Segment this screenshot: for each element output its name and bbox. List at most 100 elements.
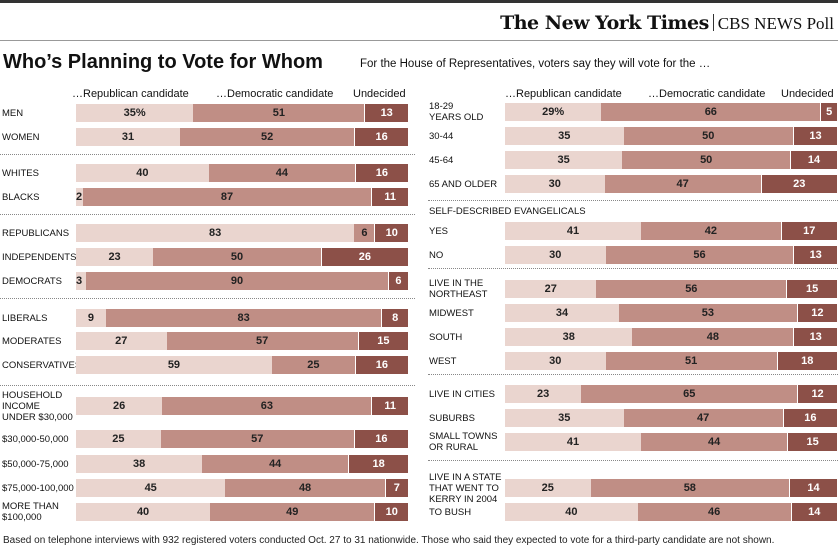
bar-undecided: 14: [789, 479, 837, 497]
bar-republican: 83: [76, 224, 355, 242]
brand-divider: [712, 14, 714, 31]
row-label: YES: [429, 225, 449, 237]
bar-democratic: 83: [105, 309, 382, 327]
nyt-logo: The New York Times: [500, 12, 709, 34]
bar-democratic: 63: [162, 397, 372, 415]
row-label: WOMEN: [2, 131, 40, 143]
bar-republican: 26: [76, 397, 163, 415]
bar-democratic: 57: [166, 332, 358, 350]
bar-democratic: 50: [153, 248, 321, 266]
row-label: CONSERVATIVES: [2, 359, 82, 371]
bar-undecided: 16: [354, 356, 408, 374]
bar-undecided: 16: [353, 430, 408, 448]
bar-republican: 40: [505, 503, 638, 521]
bar-undecided: 17: [780, 222, 837, 240]
row-label: SMALL TOWNS OR RURAL: [429, 431, 498, 453]
row-label: LIVE IN CITIES: [429, 388, 495, 400]
bar-republican: 23: [505, 385, 582, 403]
group-separator: [0, 214, 415, 215]
top-rule: [0, 0, 838, 3]
bar-republican: 2: [76, 188, 83, 206]
row-label: 45-64: [429, 154, 454, 166]
bar-democratic: 42: [641, 222, 781, 240]
bar-undecided: 14: [790, 151, 837, 169]
bar-undecided: 15: [787, 433, 837, 451]
left-header-rep: …Republican candidate: [72, 88, 189, 100]
bar-undecided: 13: [793, 246, 837, 264]
row-label: LIVE IN A STATE THAT WENT TO KERRY IN 20…: [429, 471, 502, 505]
group-separator: [428, 200, 838, 201]
row-label: 65 AND OLDER: [429, 178, 498, 190]
row-label: MODERATES: [2, 335, 62, 347]
bar-republican: 25: [505, 479, 591, 497]
bar-republican: 59: [76, 356, 272, 374]
bar-democratic: 47: [604, 175, 761, 193]
bar-republican: 41: [505, 222, 642, 240]
group-separator: [0, 385, 415, 386]
row-label: TO BUSH: [429, 506, 472, 518]
bar-undecided: 13: [792, 127, 837, 145]
row-label: HOUSEHOLD INCOME UNDER $30,000: [2, 389, 73, 423]
bar-undecided: 13: [793, 328, 837, 346]
row-label: BLACKS: [2, 191, 40, 203]
bar-democratic: 66: [601, 103, 821, 121]
bar-democratic: 46: [637, 503, 791, 521]
row-label: MEN: [2, 107, 24, 119]
bar-democratic: 44: [641, 433, 788, 451]
bar-undecided: 16: [354, 128, 408, 146]
bar-republican: 23: [76, 248, 154, 266]
row-label: 18-29 YEARS OLD: [429, 101, 484, 123]
bar-republican: 25: [76, 430, 161, 448]
bar-democratic: 65: [581, 385, 798, 403]
brand-header: The New York Times CBS NEWS Poll: [500, 12, 834, 35]
group-separator: [428, 460, 838, 461]
row-label: REPUBLICANS: [2, 227, 70, 239]
bar-undecided: 10: [374, 503, 408, 521]
bar-republican: 38: [505, 328, 633, 346]
bar-undecided: 8: [381, 309, 408, 327]
group-separator: [0, 154, 415, 155]
bar-republican: 35: [505, 151, 623, 169]
brand-rule: [0, 40, 838, 41]
bar-democratic: 48: [225, 479, 385, 497]
bar-undecided: 5: [820, 103, 837, 121]
right-header-und: Undecided: [781, 88, 834, 100]
bar-democratic: 87: [82, 188, 372, 206]
chart-title: Who’s Planning to Vote for Whom: [3, 51, 323, 73]
bar-republican: 34: [505, 304, 620, 322]
row-label: $30,000-50,000: [2, 433, 69, 445]
group-separator: [428, 268, 838, 269]
cbs-poll-label: CBS NEWS Poll: [717, 14, 834, 33]
row-label: WEST: [429, 355, 457, 367]
bar-democratic: 47: [623, 409, 783, 427]
bar-undecided: 13: [364, 104, 408, 122]
bar-undecided: 12: [797, 385, 837, 403]
bar-republican: 27: [505, 280, 597, 298]
bar-democratic: 49: [210, 503, 375, 521]
footnote: Based on telephone interviews with 932 r…: [3, 535, 775, 546]
bar-democratic: 48: [632, 328, 794, 346]
left-header-und: Undecided: [353, 88, 406, 100]
bar-undecided: 12: [796, 304, 837, 322]
row-label: $50,000-75,000: [2, 458, 69, 470]
row-label: MIDWEST: [429, 307, 474, 319]
bar-undecided: 7: [384, 479, 408, 497]
bar-undecided: 23: [760, 175, 837, 193]
bar-democratic: 51: [605, 352, 777, 370]
bar-republican: 45: [76, 479, 226, 497]
bar-republican: 35: [505, 127, 624, 145]
bar-undecided: 10: [374, 224, 408, 242]
bar-democratic: 53: [619, 304, 797, 322]
bar-undecided: 6: [387, 272, 408, 290]
bar-democratic: 6: [354, 224, 375, 242]
right-header-rep: …Republican candidate: [505, 88, 622, 100]
bar-republican: 30: [505, 246, 606, 264]
row-label: DEMOCRATS: [2, 275, 62, 287]
bar-republican: 29%: [505, 103, 602, 121]
bar-democratic: 56: [605, 246, 794, 264]
section-heading: SELF-DESCRIBED EVANGELICALS: [429, 206, 586, 217]
row-label: INDEPENDENTS: [2, 251, 77, 263]
bar-undecided: 11: [371, 188, 408, 206]
bar-republican: 9: [76, 309, 106, 327]
bar-republican: 35%: [76, 104, 194, 122]
